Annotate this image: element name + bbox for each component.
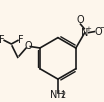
- Text: O: O: [94, 27, 102, 37]
- Text: NH: NH: [50, 90, 64, 100]
- Text: 2: 2: [61, 91, 66, 100]
- Text: F: F: [18, 35, 24, 45]
- Text: O: O: [77, 15, 84, 25]
- Text: F: F: [0, 35, 4, 45]
- Text: N: N: [81, 28, 88, 38]
- Text: +: +: [85, 26, 91, 32]
- Text: −: −: [99, 23, 104, 32]
- Text: O: O: [24, 41, 32, 51]
